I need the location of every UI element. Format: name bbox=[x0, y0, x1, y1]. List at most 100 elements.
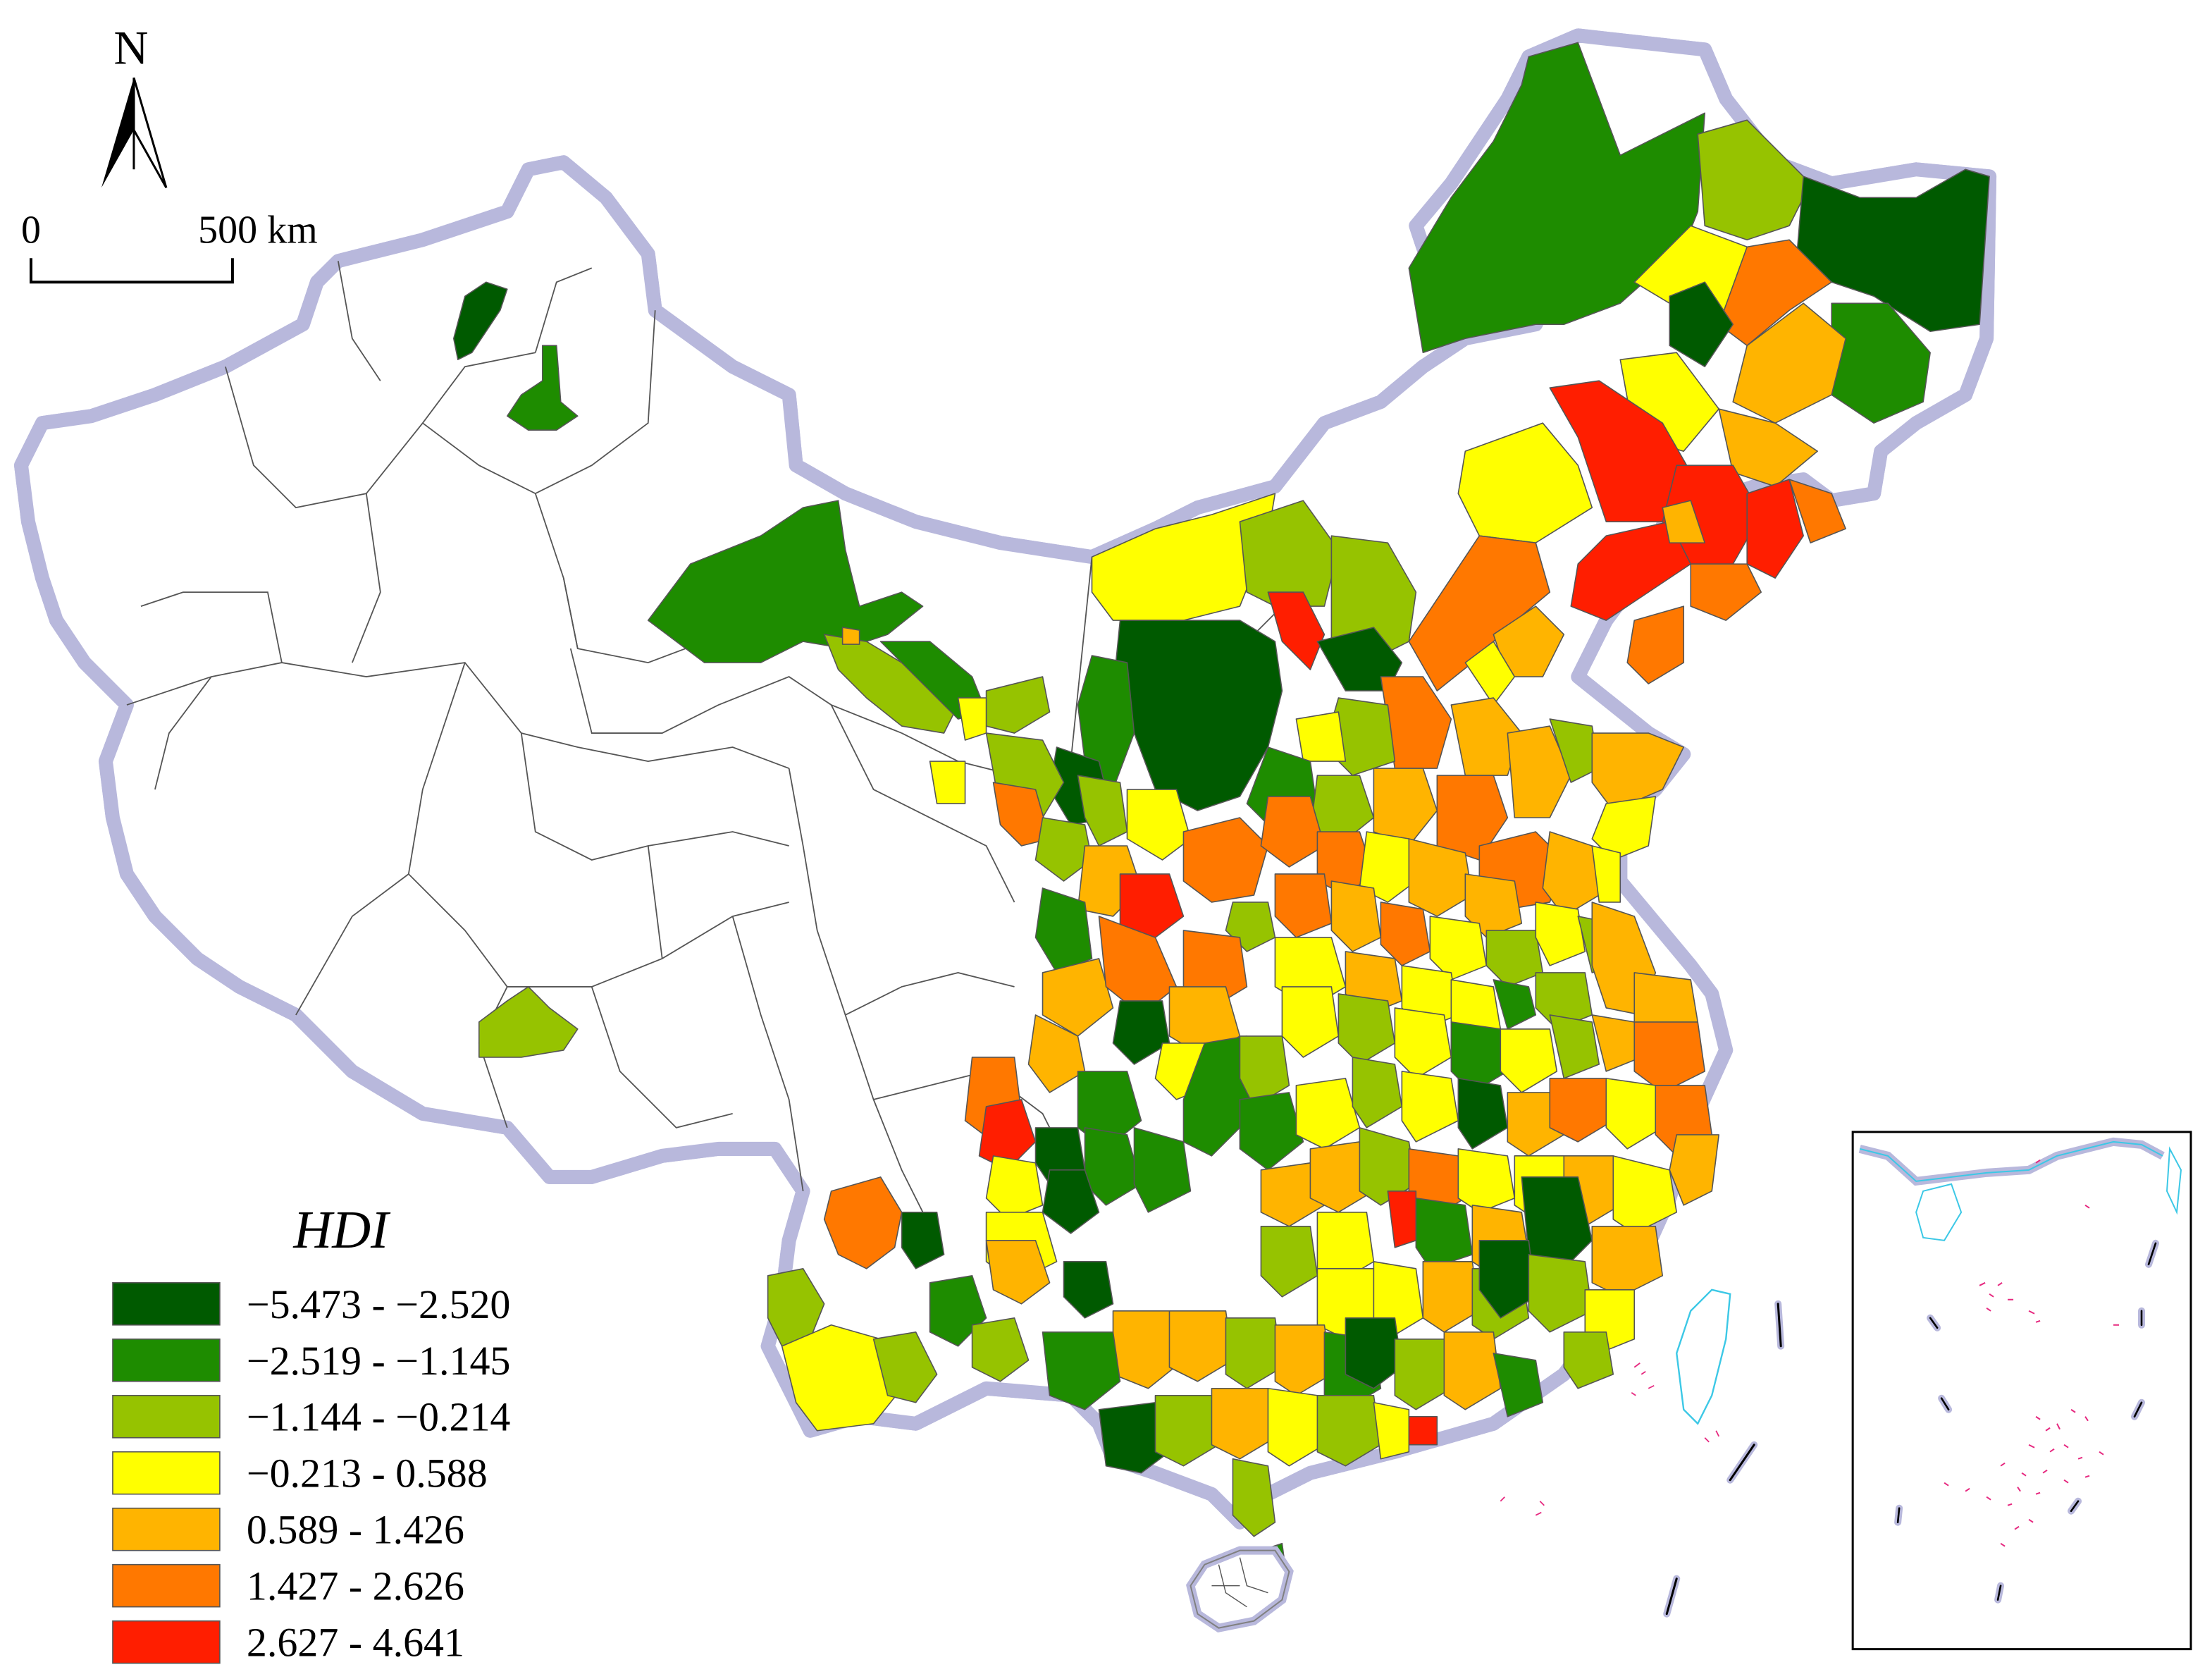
coastal-islands bbox=[1500, 1363, 1720, 1516]
legend-label-4: 0.589 - 1.426 bbox=[247, 1507, 464, 1553]
legend-swatch-3 bbox=[112, 1451, 221, 1495]
legend-swatch-6 bbox=[112, 1620, 221, 1664]
region-sw-zhaotong bbox=[901, 1212, 945, 1269]
legend-items: −5.473 - −2.520 −2.519 - −1.145 −1.144 - −… bbox=[112, 1281, 511, 1666]
region-central-xian bbox=[1119, 873, 1185, 938]
region-northeast-daqing bbox=[1669, 281, 1734, 368]
region-cs-jiujiang bbox=[1457, 1148, 1516, 1213]
region-cs-wuhan bbox=[1401, 1071, 1459, 1143]
region-central-anyang bbox=[1408, 838, 1473, 917]
legend-swatch-0 bbox=[112, 1281, 221, 1326]
region-sw-mianyang bbox=[1042, 958, 1114, 1037]
region-cs-huanggang bbox=[1457, 1078, 1509, 1150]
region-sw-anshun bbox=[985, 1240, 1051, 1305]
legend-label-1: −2.519 - −1.145 bbox=[247, 1338, 511, 1384]
region-northeast-jilin bbox=[1718, 408, 1818, 487]
province-boundaries bbox=[126, 261, 1283, 1227]
region-cs-wenzhou bbox=[1591, 1226, 1664, 1298]
legend-label-3: −0.213 - 0.588 bbox=[247, 1451, 488, 1496]
region-cs-hefei bbox=[1500, 1028, 1558, 1093]
legend-label-0: −5.473 - −2.520 bbox=[247, 1281, 511, 1327]
maritime-boundary-core bbox=[1665, 1303, 1782, 1616]
region-central-luoyang bbox=[1274, 873, 1333, 938]
region-sw-zunyi bbox=[1042, 1169, 1100, 1234]
region-nw-guyuan bbox=[1077, 775, 1128, 847]
region-central-yanan bbox=[1126, 789, 1192, 861]
region-nw-jiayuguan bbox=[841, 627, 860, 645]
region-xj-karamay bbox=[506, 345, 579, 431]
inset-south-china-sea bbox=[1851, 1131, 2192, 1651]
legend-label-2: −1.144 - −0.214 bbox=[247, 1394, 511, 1440]
region-northeast-yingkou bbox=[1626, 605, 1685, 684]
region-s-zhanjiang bbox=[1232, 1458, 1276, 1537]
region-cs-sanming bbox=[1478, 1240, 1537, 1319]
region-s-meizhou bbox=[1443, 1331, 1502, 1410]
region-sw-bazhong bbox=[1112, 1000, 1170, 1065]
region-cs-xinyang bbox=[1394, 1007, 1452, 1079]
region-north-xinzhou bbox=[1295, 711, 1347, 762]
region-cs-shanghai bbox=[1633, 1021, 1706, 1093]
region-s-shaoguan bbox=[1345, 1317, 1403, 1389]
region-north-chengde bbox=[1408, 535, 1551, 691]
region-cs-yichang bbox=[1239, 1092, 1304, 1171]
region-north-tianjin bbox=[1464, 641, 1516, 706]
region-cs-chuzhou bbox=[1549, 1014, 1600, 1079]
hainan-island bbox=[1185, 1546, 1294, 1633]
region-nw-xining bbox=[929, 761, 966, 804]
region-s-hechi bbox=[1168, 1310, 1234, 1382]
region-north-dezhou bbox=[1507, 725, 1572, 818]
hdi-regions bbox=[452, 42, 1990, 1629]
north-arrow: N bbox=[101, 20, 168, 189]
region-cs-luan bbox=[1450, 1021, 1509, 1093]
region-cs-jingzhou bbox=[1295, 1078, 1361, 1150]
region-nw-tianshui bbox=[992, 782, 1051, 847]
region-northeast-suihua bbox=[1732, 302, 1846, 424]
region-northeast-tieling bbox=[1746, 479, 1804, 579]
taiwan-island bbox=[1676, 1289, 1731, 1425]
region-nw-pingliang bbox=[1034, 817, 1093, 882]
region-s-wuzhou bbox=[1211, 1387, 1276, 1460]
region-north-weifang bbox=[1591, 796, 1657, 861]
region-central-huaibei bbox=[1493, 979, 1537, 1030]
region-sw-dali bbox=[781, 1324, 903, 1432]
region-sw-panzhihua bbox=[823, 1176, 903, 1269]
region-north-linyi bbox=[1542, 831, 1600, 917]
region-cs-nanping bbox=[1528, 1254, 1593, 1333]
region-cs-quzhou bbox=[1612, 1155, 1678, 1234]
region-cs-xuancheng bbox=[1605, 1078, 1664, 1150]
region-s-guigang bbox=[1154, 1394, 1220, 1467]
region-s-baise bbox=[1042, 1331, 1121, 1410]
region-north-yantai bbox=[1591, 732, 1685, 811]
region-nw-zhangye bbox=[823, 634, 959, 734]
region-cs-xiaogan bbox=[1352, 1057, 1403, 1128]
region-cs-putian bbox=[1563, 1331, 1614, 1389]
region-sw-kunming-west bbox=[872, 1331, 938, 1403]
legend-swatch-5 bbox=[112, 1563, 221, 1608]
legend-swatch-2 bbox=[112, 1394, 221, 1439]
legend-title: HDI bbox=[292, 1200, 391, 1260]
legend-label-6: 2.627 - 4.641 bbox=[247, 1620, 464, 1666]
region-northeast-dalian bbox=[1690, 563, 1762, 621]
scale-bar: 0 500 km bbox=[21, 208, 318, 284]
legend-label-5: 1.427 - 2.626 bbox=[247, 1563, 464, 1609]
scale-bar-start-label: 0 bbox=[21, 208, 41, 252]
region-cs-chizhou bbox=[1549, 1078, 1614, 1143]
region-tibet-lhasa bbox=[478, 986, 579, 1058]
region-s-zhaoqing bbox=[1267, 1387, 1326, 1467]
north-arrow-label: N bbox=[113, 20, 148, 74]
region-s-huizhou bbox=[1373, 1401, 1410, 1460]
region-northeast-heihe bbox=[1697, 119, 1811, 241]
scale-bar-end-label: 500 km bbox=[198, 208, 317, 252]
region-sw-qiannan bbox=[1063, 1261, 1114, 1319]
region-sw-kunming bbox=[971, 1317, 1030, 1382]
region-northeast-hulunbuir bbox=[1408, 42, 1706, 354]
region-cs-changde bbox=[1309, 1141, 1375, 1213]
region-xj-altay bbox=[452, 281, 508, 361]
region-central-weinan bbox=[1182, 817, 1269, 903]
region-cs-huaihua bbox=[1260, 1226, 1318, 1298]
region-cs-enshi bbox=[1260, 1162, 1326, 1227]
region-s-chaozhou bbox=[1493, 1352, 1544, 1417]
region-s-liuzhou bbox=[1225, 1317, 1283, 1389]
region-central-xuzhou bbox=[1485, 930, 1544, 988]
